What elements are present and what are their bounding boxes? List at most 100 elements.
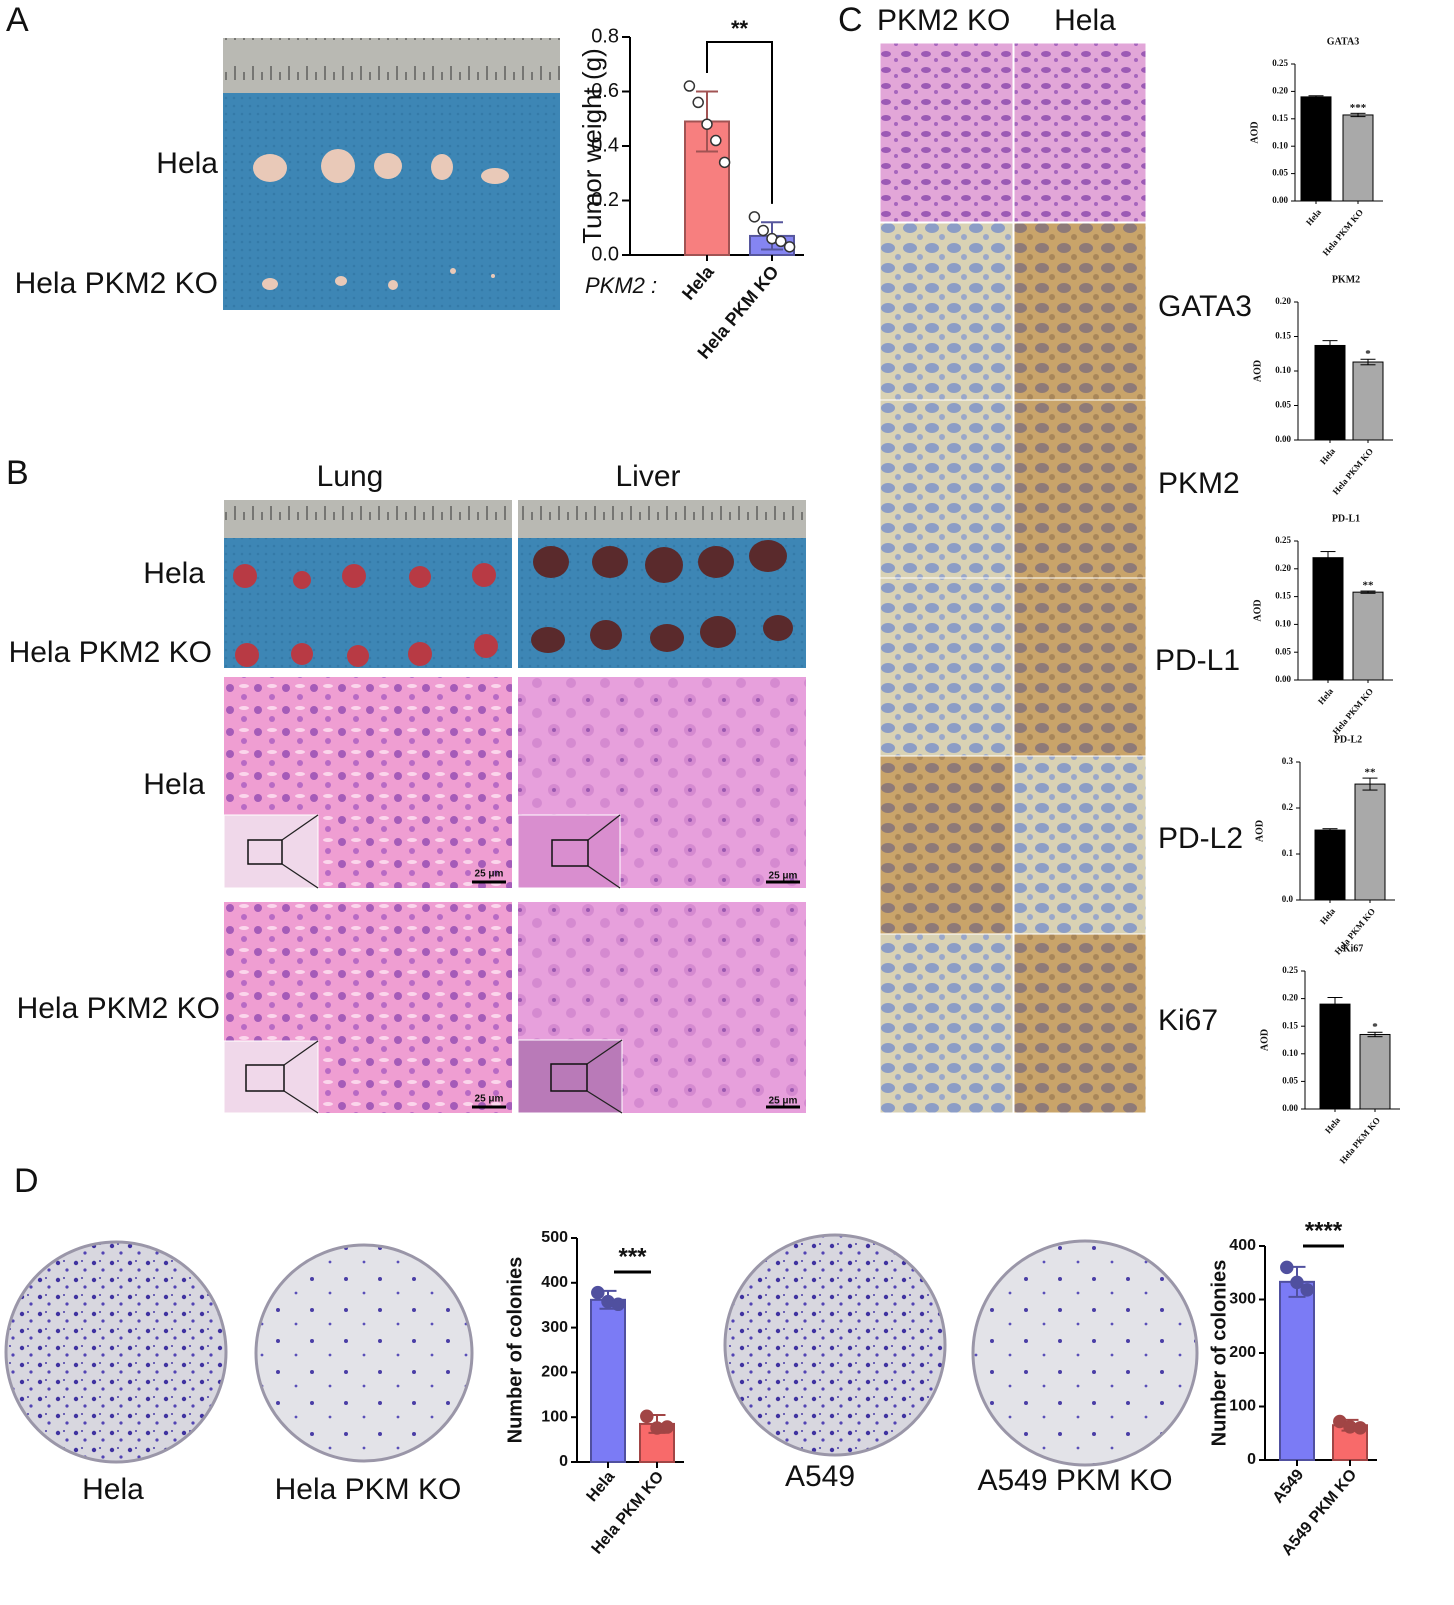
bar-chart: 0.00 0.05 0.10 0.15 0.20 0.25 AOD Ki67 HelaHela … bbox=[1259, 943, 1400, 1166]
y-tick-label: 0.4 bbox=[591, 134, 619, 156]
y-tick-label: 0.05 bbox=[1282, 1075, 1298, 1085]
x-tick-label: Hela bbox=[584, 1468, 619, 1505]
row-label: PD-L2 bbox=[1158, 822, 1243, 855]
y-tick-label: 400 bbox=[1229, 1237, 1256, 1254]
x-tick-label: A549 bbox=[1270, 1466, 1308, 1506]
y-tick-label: 0.00 bbox=[1272, 195, 1288, 205]
data-point bbox=[783, 241, 796, 253]
panel-label: B bbox=[6, 454, 29, 492]
y-tick-label: 0.25 bbox=[1282, 965, 1298, 975]
data-point bbox=[748, 211, 761, 223]
y-tick-label: 0.1 bbox=[1282, 848, 1294, 858]
row-label: Hela PKM2 KO bbox=[17, 992, 220, 1025]
y-axis-label: AOD bbox=[1259, 1029, 1270, 1051]
x-tick-label: Hela PKM KO bbox=[1320, 207, 1365, 257]
dish-label: A549 bbox=[785, 1460, 855, 1493]
scale-bar-label: 25 μm bbox=[769, 871, 798, 882]
chart-title: PD-L2 bbox=[1334, 734, 1362, 745]
y-tick-label: 0 bbox=[1247, 1451, 1256, 1468]
error-bar bbox=[1322, 828, 1338, 832]
bar bbox=[1352, 591, 1384, 681]
data-point bbox=[640, 1409, 654, 1424]
y-tick-label: 0.15 bbox=[1275, 331, 1291, 341]
x-tick-label: Hela PKM KO bbox=[1337, 1115, 1382, 1165]
significance-label: *** bbox=[618, 1243, 647, 1270]
data-point bbox=[1280, 1260, 1294, 1275]
y-tick-label: 0.00 bbox=[1275, 674, 1291, 684]
error-bar bbox=[1360, 590, 1376, 594]
column-label: Lung bbox=[317, 460, 384, 493]
data-point bbox=[718, 156, 731, 169]
row-label: Ki67 bbox=[1158, 1004, 1218, 1037]
y-tick-label: 0.00 bbox=[1282, 1103, 1298, 1113]
y-tick-label: 0.05 bbox=[1275, 646, 1291, 656]
row-label: Hela bbox=[143, 768, 205, 801]
tumor-photo bbox=[223, 38, 560, 310]
x-tick-label: Hela bbox=[1316, 686, 1336, 707]
row-label: Hela bbox=[156, 147, 218, 180]
x-axis-prefix: PKM2 : bbox=[585, 273, 657, 298]
y-tick-label: 0.10 bbox=[1272, 140, 1288, 150]
y-tick-label: 0.0 bbox=[1282, 894, 1294, 904]
data-point bbox=[611, 1297, 625, 1312]
chart-title: PKM2 bbox=[1332, 274, 1360, 285]
ihc-photos bbox=[879, 42, 1147, 1114]
column-label: PKM2 KO bbox=[877, 4, 1010, 37]
y-tick-label: 0 bbox=[559, 1453, 568, 1470]
data-point bbox=[775, 235, 787, 248]
significance-label: * bbox=[1365, 348, 1371, 360]
y-tick-label: 400 bbox=[541, 1274, 568, 1291]
error-bar bbox=[1308, 95, 1324, 99]
chart-title: Ki67 bbox=[1343, 943, 1364, 954]
y-tick-label: 0.3 bbox=[1282, 756, 1294, 766]
column-label: Liver bbox=[615, 460, 680, 493]
panel-label: A bbox=[6, 1, 29, 39]
error-bar bbox=[1327, 996, 1343, 1012]
significance-label: *** bbox=[1350, 102, 1367, 114]
panel-label: C bbox=[838, 1, 863, 39]
y-axis-label: AOD bbox=[1254, 820, 1265, 842]
significance-label: * bbox=[1372, 1021, 1378, 1033]
y-tick-label: 200 bbox=[541, 1364, 568, 1381]
data-point bbox=[683, 80, 696, 92]
y-tick-label: 100 bbox=[541, 1408, 568, 1425]
colony-dishes bbox=[4, 1233, 1199, 1467]
y-tick-label: 0.25 bbox=[1275, 535, 1291, 545]
data-point bbox=[1333, 1414, 1347, 1429]
data-point bbox=[660, 1420, 674, 1434]
y-tick-label: 0.15 bbox=[1282, 1020, 1298, 1030]
y-tick-label: 0.0 bbox=[591, 243, 619, 265]
data-point bbox=[757, 224, 769, 237]
y-tick-label: 0.8 bbox=[591, 25, 619, 47]
scale-bar-label: 25 μm bbox=[475, 1094, 504, 1105]
error-bar bbox=[1360, 358, 1376, 366]
y-tick-label: 0.25 bbox=[1272, 58, 1288, 68]
bar-chart: 0.00 0.05 0.10 0.15 0.20 0.25 AOD PD-L1 HelaHela… bbox=[1252, 513, 1393, 737]
bar bbox=[1319, 1003, 1351, 1110]
x-tick-label: Hela bbox=[1318, 906, 1338, 927]
data-point bbox=[1300, 1283, 1314, 1297]
y-tick-label: 0.05 bbox=[1275, 400, 1291, 410]
bar-chart: 0.00 0.05 0.10 0.15 0.20 0.25 AOD GATA3 HelaHela… bbox=[1249, 36, 1383, 258]
y-tick-label: 0.00 bbox=[1275, 434, 1291, 444]
y-axis-label: Tumor weight (g) bbox=[577, 48, 607, 244]
error-bar bbox=[1320, 551, 1336, 565]
scale-bar-label: 25 μm bbox=[475, 869, 504, 880]
y-tick-label: 0.10 bbox=[1275, 365, 1291, 375]
row-label: GATA3 bbox=[1158, 290, 1252, 323]
data-point bbox=[701, 118, 713, 130]
x-tick-label: Hela bbox=[678, 261, 718, 304]
significance-label: **** bbox=[1305, 1217, 1343, 1244]
significance-bracket bbox=[706, 41, 773, 204]
y-tick-label: 0.20 bbox=[1272, 85, 1288, 95]
data-point bbox=[1353, 1421, 1367, 1435]
data-point bbox=[1290, 1275, 1304, 1290]
x-tick-label: Hela bbox=[1318, 446, 1338, 467]
bar bbox=[1312, 557, 1344, 681]
x-tick-label: Hela bbox=[1323, 1115, 1343, 1136]
y-tick-label: 0.10 bbox=[1275, 618, 1291, 628]
